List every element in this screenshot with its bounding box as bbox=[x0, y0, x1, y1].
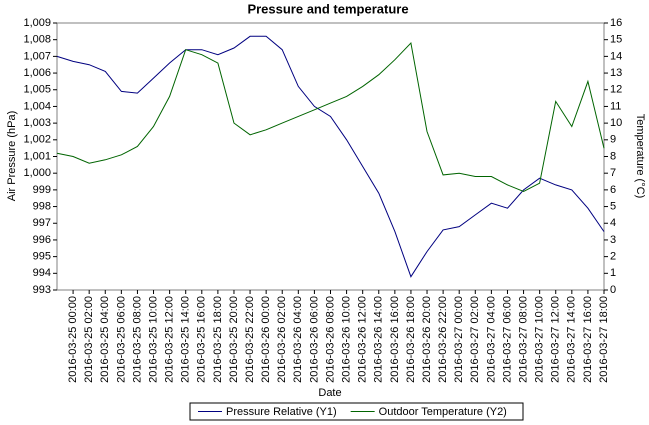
y-tick-label: 1,009 bbox=[23, 17, 51, 29]
legend-label: Outdoor Temperature (Y2) bbox=[379, 406, 507, 418]
x-axis-label: Date bbox=[318, 387, 341, 399]
series-line bbox=[56, 35, 605, 278]
y2-tick-label: 7 bbox=[610, 167, 616, 179]
y2-tick-label: 6 bbox=[610, 184, 616, 196]
y2-tick-label: 15 bbox=[610, 34, 622, 46]
y2-tick-label: 1 bbox=[610, 267, 616, 279]
y2-tick-label: 0 bbox=[610, 284, 616, 296]
x-tick-label: 2016-03-27 02:00 bbox=[469, 296, 481, 383]
y2-tick-label: 11 bbox=[610, 100, 621, 112]
legend-label: Pressure Relative (Y1) bbox=[226, 406, 337, 418]
x-tick-label: 2016-03-25 18:00 bbox=[212, 296, 224, 383]
y-tick-label: 1,003 bbox=[23, 117, 51, 129]
x-tick-label: 2016-03-25 20:00 bbox=[228, 296, 240, 383]
x-tick-label: 2016-03-25 14:00 bbox=[180, 296, 192, 383]
y-tick-label: 1,008 bbox=[23, 34, 51, 46]
x-tick-label: 2016-03-25 16:00 bbox=[196, 296, 208, 383]
x-tick-label: 2016-03-26 00:00 bbox=[260, 296, 272, 383]
y-tick-label: 998 bbox=[33, 200, 51, 212]
series-line bbox=[56, 41, 605, 193]
y2-axis-label: Temperature (°C) bbox=[634, 114, 646, 198]
y-tick-label: 1,002 bbox=[23, 134, 51, 146]
y2-tick-label: 13 bbox=[610, 67, 622, 79]
y-tick-label: 995 bbox=[33, 251, 51, 263]
y2-tick-label: 4 bbox=[610, 217, 616, 229]
x-tick-label: 2016-03-26 22:00 bbox=[437, 296, 449, 383]
y2-tick-label: 10 bbox=[610, 117, 622, 129]
plot-area bbox=[56, 22, 605, 291]
x-tick-label: 2016-03-26 20:00 bbox=[421, 296, 433, 383]
x-tick-label: 2016-03-27 08:00 bbox=[517, 296, 529, 383]
x-tick-label: 2016-03-26 18:00 bbox=[405, 296, 417, 383]
y-tick-label: 1,004 bbox=[23, 100, 51, 112]
y2-tick-label: 5 bbox=[610, 200, 616, 212]
y-tick-label: 997 bbox=[33, 217, 51, 229]
x-tick-label: 2016-03-26 14:00 bbox=[373, 296, 385, 383]
x-tick-label: 2016-03-26 06:00 bbox=[308, 296, 320, 383]
y2-tick-label: 3 bbox=[610, 234, 616, 246]
y-tick-label: 994 bbox=[33, 267, 51, 279]
y-tick-label: 1,001 bbox=[23, 150, 51, 162]
chart-title: Pressure and temperature bbox=[247, 1, 408, 16]
y-tick-label: 996 bbox=[33, 234, 51, 246]
x-tick-label: 2016-03-27 18:00 bbox=[598, 296, 610, 383]
x-tick-label: 2016-03-26 02:00 bbox=[276, 296, 288, 383]
y2-tick-label: 16 bbox=[610, 17, 622, 29]
y-tick-label: 1,007 bbox=[23, 50, 51, 62]
x-tick-label: 2016-03-27 00:00 bbox=[453, 296, 465, 383]
x-tick-label: 2016-03-26 04:00 bbox=[292, 296, 304, 383]
x-tick-label: 2016-03-27 04:00 bbox=[485, 296, 497, 383]
x-tick-label: 2016-03-26 12:00 bbox=[357, 296, 369, 383]
y-tick-label: 1,005 bbox=[23, 84, 51, 96]
y-tick-label: 1,000 bbox=[23, 167, 51, 179]
x-tick-label: 2016-03-26 08:00 bbox=[324, 296, 336, 383]
x-tick-label: 2016-03-27 12:00 bbox=[550, 296, 562, 383]
y2-tick-label: 2 bbox=[610, 251, 616, 263]
y-tick-label: 1,006 bbox=[23, 67, 51, 79]
x-tick-label: 2016-03-25 10:00 bbox=[147, 296, 159, 383]
x-tick-label: 2016-03-25 00:00 bbox=[67, 296, 79, 383]
x-tick-label: 2016-03-27 16:00 bbox=[582, 296, 594, 383]
x-tick-label: 2016-03-26 16:00 bbox=[389, 296, 401, 383]
x-tick-label: 2016-03-25 12:00 bbox=[164, 296, 176, 383]
x-tick-label: 2016-03-25 22:00 bbox=[244, 296, 256, 383]
x-tick-label: 2016-03-27 06:00 bbox=[501, 296, 513, 383]
y2-tick-label: 14 bbox=[610, 50, 622, 62]
x-tick-label: 2016-03-25 02:00 bbox=[83, 296, 95, 383]
y-tick-label: 993 bbox=[33, 284, 51, 296]
x-tick-label: 2016-03-25 08:00 bbox=[131, 296, 143, 383]
x-tick-label: 2016-03-26 10:00 bbox=[340, 296, 352, 383]
x-tick-label: 2016-03-27 14:00 bbox=[566, 296, 578, 383]
y2-tick-label: 12 bbox=[610, 84, 622, 96]
x-tick-label: 2016-03-27 10:00 bbox=[534, 296, 546, 383]
x-tick-label: 2016-03-25 06:00 bbox=[115, 296, 127, 383]
y2-tick-label: 9 bbox=[610, 134, 616, 146]
y-tick-label: 999 bbox=[33, 184, 51, 196]
x-tick-label: 2016-03-25 04:00 bbox=[99, 296, 111, 383]
y-axis-label: Air Pressure (hPa) bbox=[6, 111, 18, 201]
y2-tick-label: 8 bbox=[610, 150, 616, 162]
